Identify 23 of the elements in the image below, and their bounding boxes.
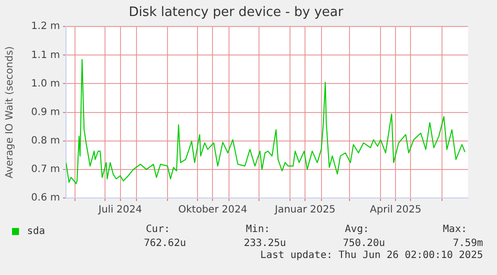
y-tick-label: 0.8 m [31,135,60,146]
y-tick-label: 1.0 m [31,78,60,90]
x-tick-label: Oktober 2024 [178,204,248,216]
x-tick-label: Januar 2025 [274,204,336,216]
y-tick-label: 0.6 m [31,192,60,204]
legend-label: sda [27,226,46,237]
x-tick-label: Juli 2024 [98,204,142,216]
text: 762.62u [144,238,186,249]
text: 750.20u [342,238,385,249]
text: Max: [442,224,467,235]
y-tick-label: 1.2 m [31,21,60,32]
text: Avg: [344,224,369,235]
y-axis-title: Average IO Wait (seconds) [4,46,16,178]
y-tick-label: 0.9 m [31,106,60,118]
text: Min: [246,224,270,235]
x-tick-label: April 2025 [370,204,422,216]
chart-title: Disk latency per device - by year [128,5,344,20]
text: Last update: Thu Jun 26 02:00:10 2025 [260,250,483,261]
y-tick-label: 0.7 m [31,164,60,176]
text: Cur: [146,224,170,235]
y-tick-label: 1.1 m [31,50,60,61]
text: 7.59m [452,238,483,249]
text: 233.25u [244,238,286,249]
